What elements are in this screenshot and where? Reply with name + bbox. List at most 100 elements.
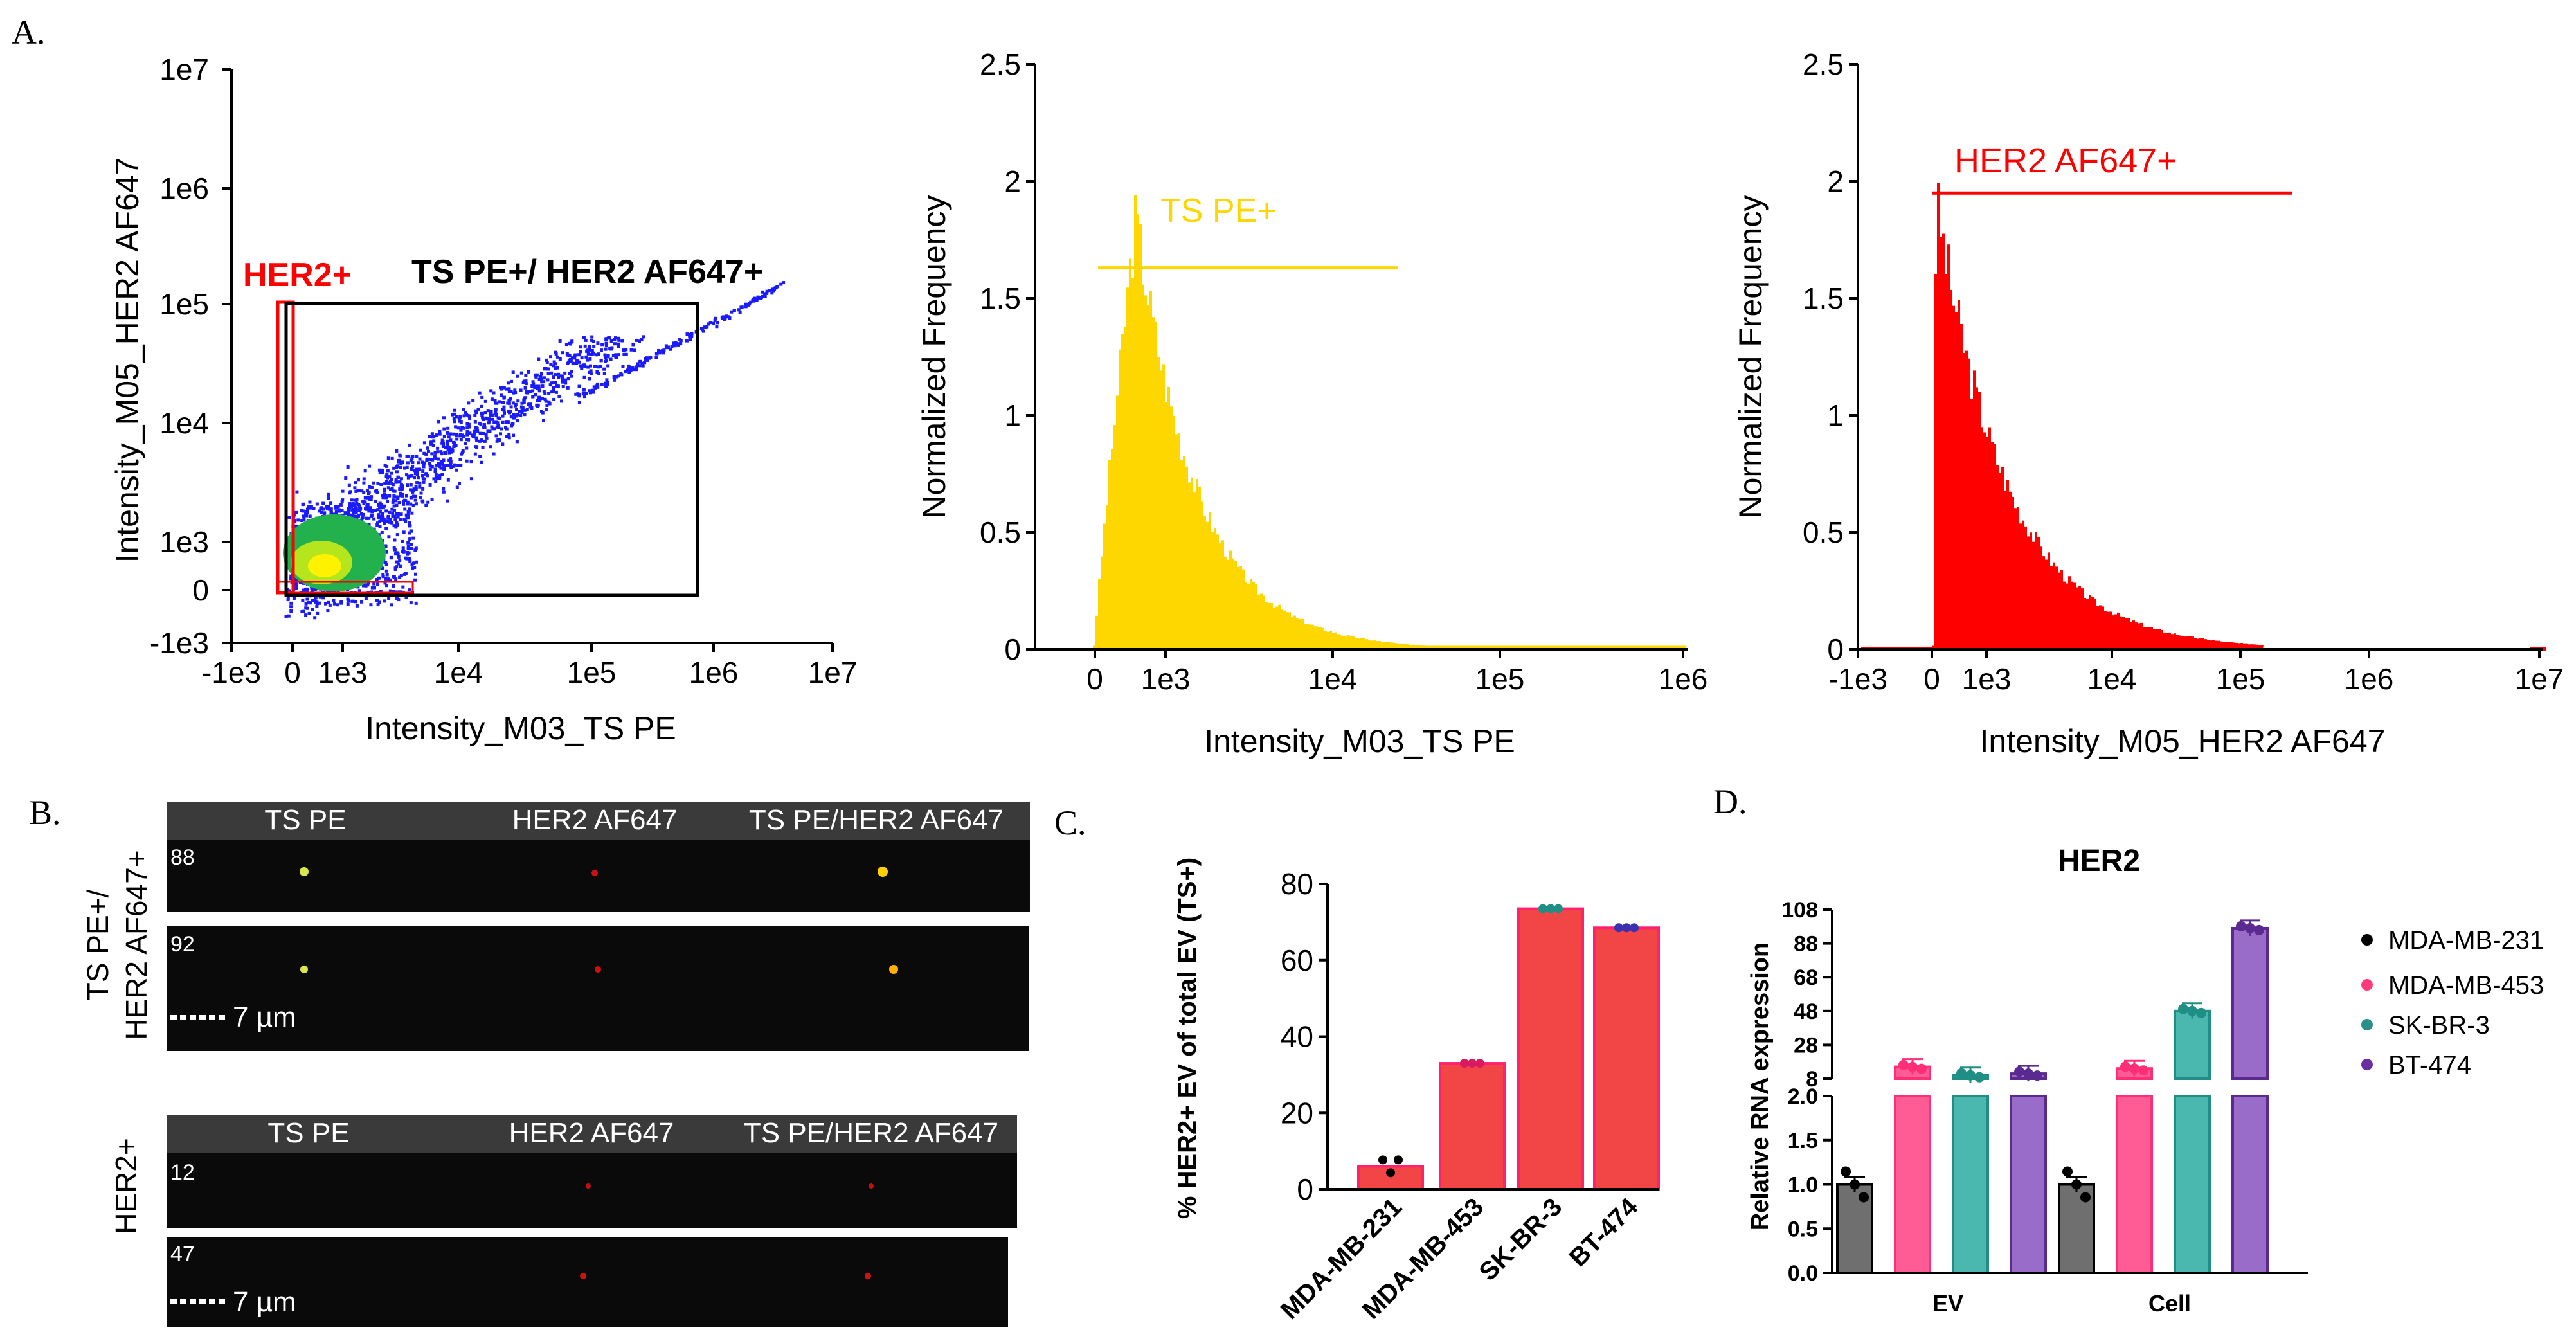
- scatter-point: [370, 586, 374, 590]
- scatter-point: [395, 596, 399, 600]
- scatter-point: [315, 604, 319, 608]
- spot-her2: [580, 1273, 586, 1279]
- scatter-point: [366, 503, 370, 507]
- scatter-point: [547, 400, 551, 404]
- scatter-point: [398, 480, 402, 483]
- scatter-point: [465, 459, 469, 463]
- scatter-point: [415, 473, 419, 476]
- scatter-point: [604, 337, 608, 341]
- scatter-point: [447, 435, 451, 439]
- scatter-point: [474, 429, 478, 433]
- scatter-point: [465, 422, 469, 426]
- scatter-point: [509, 415, 513, 419]
- scatter-point: [544, 399, 548, 403]
- scatter-point: [430, 432, 434, 436]
- scatter-point: [636, 362, 640, 366]
- scatter-point: [405, 473, 409, 477]
- scatter-point: [387, 597, 391, 600]
- scatter-point: [386, 456, 390, 460]
- scale-bar-label: 7 µm: [233, 1286, 296, 1318]
- scatter-point: [507, 387, 511, 391]
- scatter-point: [356, 515, 360, 519]
- scatter-y-tick-label: 1e7: [159, 53, 209, 86]
- scatter-point: [409, 502, 413, 506]
- scatter-point: [553, 362, 557, 366]
- hist-ts-ylabel: Normalized Frequency: [916, 195, 952, 519]
- scatter-point: [553, 373, 557, 377]
- hist-her2-x-tick-label: 1e7: [2515, 662, 2564, 696]
- scatter-point: [408, 531, 411, 535]
- scatter-point: [402, 572, 406, 576]
- scatter-point: [590, 352, 593, 356]
- d-bar: [2231, 1095, 2269, 1274]
- scatter-point: [606, 381, 609, 384]
- scatter-point: [404, 556, 408, 560]
- scatter-point: [478, 421, 482, 425]
- d-y-tick-label: 8: [1806, 1067, 1818, 1092]
- scatter-point: [502, 386, 506, 390]
- scatter-point: [390, 507, 394, 511]
- scatter-point: [510, 422, 514, 426]
- scatter-point: [549, 363, 553, 366]
- scatter-point: [409, 488, 413, 492]
- scatter-point: [434, 464, 438, 467]
- scatter-point: [627, 368, 631, 372]
- scatter-point: [582, 388, 586, 392]
- scatter-point: [453, 463, 456, 467]
- scatter-point: [418, 467, 422, 471]
- d-replicate-dot: [1841, 1166, 1851, 1177]
- scatter-point: [690, 332, 694, 336]
- scatter-point: [303, 588, 307, 591]
- scatter-point: [348, 502, 352, 506]
- scatter-point: [307, 505, 311, 509]
- scatter-point: [583, 344, 587, 348]
- scatter-point: [396, 480, 400, 484]
- scatter-point: [418, 481, 422, 485]
- scatter-point: [348, 514, 352, 518]
- scatter-point: [573, 354, 577, 358]
- scatter-point: [434, 433, 438, 437]
- scatter-point: [582, 375, 586, 379]
- scatter-point: [294, 586, 298, 590]
- scatter-point: [432, 439, 436, 443]
- c-replicate-dot: [1386, 1168, 1395, 1178]
- scatter-point: [554, 350, 557, 354]
- scatter-point: [531, 380, 535, 384]
- scatter-point: [419, 448, 422, 452]
- scatter-point: [355, 498, 359, 501]
- scatter-point: [382, 492, 386, 496]
- scatter-point: [566, 377, 570, 381]
- scatter-point: [361, 512, 365, 516]
- scatter-point: [406, 516, 410, 520]
- scatter-point: [384, 561, 388, 564]
- scatter-point: [474, 411, 478, 415]
- scatter-point: [514, 408, 518, 411]
- scatter-point: [685, 339, 689, 343]
- scatter-point: [398, 559, 402, 562]
- scatter-point: [564, 378, 568, 382]
- scatter-point: [415, 481, 419, 485]
- c-replicate-dot: [1546, 904, 1555, 914]
- c-replicate-dot: [1622, 923, 1631, 933]
- scatter-point: [478, 455, 482, 458]
- scatter-point: [458, 419, 462, 423]
- scatter-point: [392, 524, 396, 528]
- c-replicate-dot: [1475, 1059, 1484, 1068]
- scatter-point: [471, 435, 475, 438]
- scatter-point: [744, 305, 748, 309]
- scatter-point: [561, 380, 564, 384]
- scatter-point: [446, 431, 449, 435]
- scatter-point: [520, 401, 524, 405]
- scatter-point: [440, 461, 444, 465]
- scatter-point: [737, 308, 741, 312]
- scatter-point: [400, 487, 404, 491]
- scatter-point: [415, 467, 419, 471]
- scatter-point: [408, 537, 412, 541]
- scatter-point: [461, 449, 465, 453]
- legend-label: MDA-MB-453: [2388, 971, 2544, 1000]
- hist-ts-x-tick-label: 1e5: [1475, 662, 1525, 696]
- scatter-point: [305, 606, 309, 610]
- scatter-point: [289, 574, 293, 578]
- micrograph-row-47: [167, 1238, 1008, 1328]
